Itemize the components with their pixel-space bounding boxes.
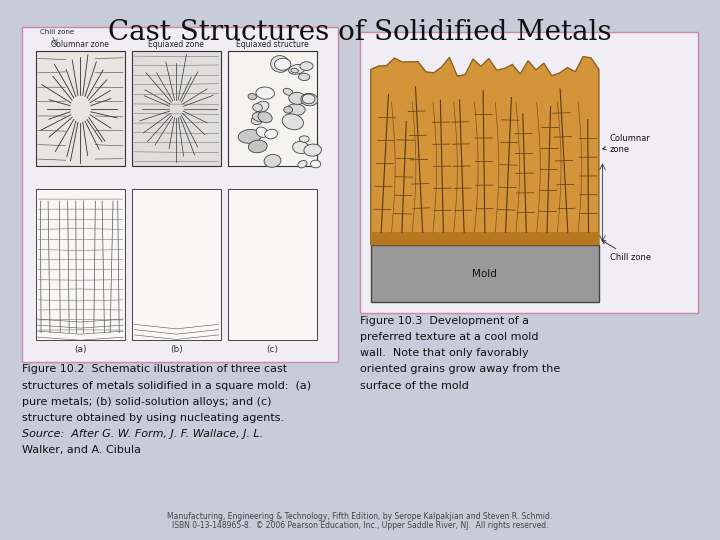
Ellipse shape [256, 127, 268, 137]
Text: (b): (b) [170, 345, 183, 354]
Ellipse shape [298, 160, 307, 168]
Bar [132, 189, 221, 340]
Bar [228, 189, 317, 340]
Text: Figure 10.2  Schematic illustration of three cast: Figure 10.2 Schematic illustration of th… [22, 364, 287, 375]
Ellipse shape [253, 104, 262, 111]
Ellipse shape [300, 136, 309, 143]
Ellipse shape [283, 89, 293, 95]
Ellipse shape [299, 73, 310, 80]
Text: Equiaxed structure: Equiaxed structure [236, 39, 309, 49]
Text: Walker, and A. Cibula: Walker, and A. Cibula [22, 446, 140, 456]
Ellipse shape [304, 144, 321, 156]
Ellipse shape [238, 130, 261, 143]
Ellipse shape [258, 112, 272, 123]
Ellipse shape [292, 141, 309, 153]
Ellipse shape [302, 94, 315, 104]
FancyBboxPatch shape [360, 32, 698, 313]
Ellipse shape [248, 140, 267, 153]
Text: preferred texture at a cool mold: preferred texture at a cool mold [360, 332, 539, 342]
Ellipse shape [253, 112, 267, 122]
FancyBboxPatch shape [22, 27, 338, 362]
Bar [132, 51, 221, 166]
Text: (c): (c) [266, 345, 279, 354]
Bar [36, 189, 125, 340]
Ellipse shape [287, 104, 305, 116]
Text: structure obtained by using nucleating agents.: structure obtained by using nucleating a… [22, 413, 284, 423]
Text: Equiaxed zone: Equiaxed zone [148, 39, 204, 49]
Bar [228, 51, 317, 166]
Text: pure metals; (b) solid-solution alloys; and (c): pure metals; (b) solid-solution alloys; … [22, 397, 271, 407]
Ellipse shape [289, 64, 305, 74]
Text: Manufacturing, Engineering & Technology, Fifth Edition, by Serope Kalpakjian and: Manufacturing, Engineering & Technology,… [167, 511, 553, 521]
Text: Chill zone: Chill zone [40, 29, 75, 35]
Text: Figure 10.3  Development of a: Figure 10.3 Development of a [360, 316, 529, 326]
Text: surface of the mold: surface of the mold [360, 381, 469, 391]
Ellipse shape [274, 58, 291, 70]
Ellipse shape [284, 106, 292, 113]
Ellipse shape [264, 154, 281, 167]
Bar [371, 245, 599, 302]
Ellipse shape [291, 68, 298, 73]
Ellipse shape [265, 129, 278, 139]
Ellipse shape [289, 92, 306, 104]
Ellipse shape [251, 117, 262, 125]
Ellipse shape [255, 101, 269, 112]
Polygon shape [371, 57, 599, 245]
Text: Columnar
zone: Columnar zone [603, 134, 651, 154]
Text: wall.  Note that only favorably: wall. Note that only favorably [360, 348, 528, 359]
Text: ISBN 0-13-148965-8.  © 2006 Pearson Education, Inc., Upper Saddle River, NJ.  Al: ISBN 0-13-148965-8. © 2006 Pearson Educa… [172, 521, 548, 530]
Text: Chill zone: Chill zone [602, 240, 651, 262]
Text: Cast Structures of Solidified Metals: Cast Structures of Solidified Metals [108, 19, 612, 46]
Ellipse shape [282, 114, 304, 130]
Ellipse shape [248, 93, 256, 100]
Ellipse shape [310, 160, 320, 168]
Text: oriented grains grow away from the: oriented grains grow away from the [360, 364, 560, 375]
Text: structures of metals solidified in a square mold:  (a): structures of metals solidified in a squ… [22, 381, 311, 391]
Text: (a): (a) [74, 345, 86, 354]
Text: Source:  After G. W. Form, J. F. Wallace, J. L.: Source: After G. W. Form, J. F. Wallace,… [22, 429, 263, 440]
Bar [36, 51, 125, 166]
Ellipse shape [271, 56, 289, 72]
Text: Columnar zone: Columnar zone [51, 39, 109, 49]
Ellipse shape [256, 87, 274, 99]
Ellipse shape [300, 62, 313, 71]
Text: Mold: Mold [472, 268, 498, 279]
Ellipse shape [301, 93, 318, 106]
Bar [371, 232, 599, 245]
